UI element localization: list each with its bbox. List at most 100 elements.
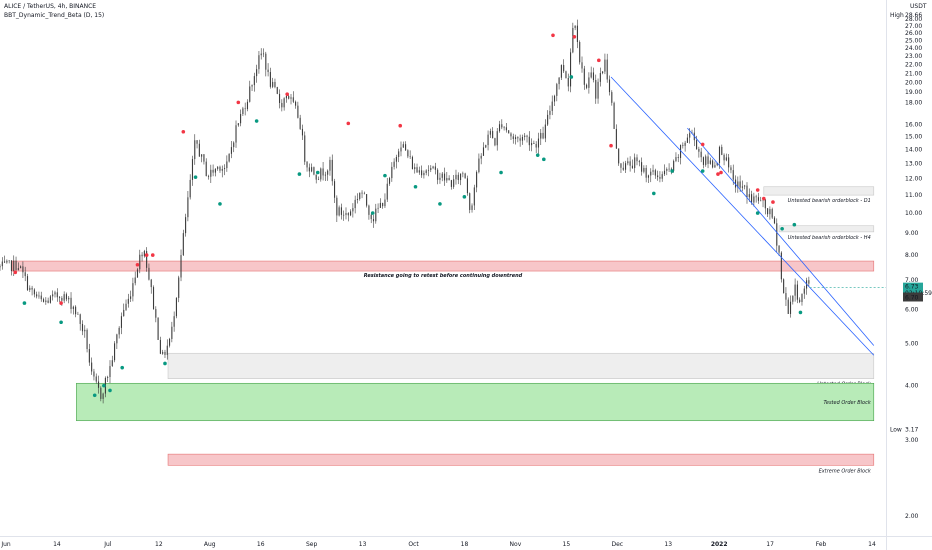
time-tick-label: 13 [664,541,672,548]
candle-body [657,175,659,178]
bear-signal-marker [346,121,351,126]
bull-signal-marker [22,301,27,305]
candle-body [803,288,805,294]
candle-body [556,84,558,96]
candle-body [407,150,409,157]
candle-body [434,166,436,170]
candle-body [478,158,480,173]
candle-body [718,146,721,164]
zone-3[interactable] [167,352,875,379]
candle-body [631,165,633,169]
candle-body [446,178,448,181]
secondary-price-tag[interactable] [903,292,923,302]
candle-body [421,170,423,176]
candle-body [130,296,132,299]
bull-signal-marker [569,75,574,79]
candle-body [63,294,65,301]
candle-body [741,186,743,188]
bear-signal-marker [150,253,155,257]
candle-body [182,233,184,256]
candle-body [175,297,177,317]
candle-body [801,293,803,303]
high-tag: High [890,12,904,19]
candle-body [29,287,31,290]
zone-0[interactable] [11,260,875,272]
candle-body [744,185,746,187]
candle-body [146,251,148,268]
candle-body [524,135,526,137]
candle-body [760,200,762,202]
candle-body [56,292,58,298]
bear-signal-marker [144,253,149,257]
candle-body [652,170,654,172]
candle-body [42,299,45,302]
candle-body [297,105,299,118]
candle-body [457,174,459,181]
zone-label-4: Tested Order Block [823,400,871,406]
candle-body [251,85,253,87]
symbol-title[interactable]: ALICE / TetherUS, 4h, BINANCE [4,3,97,10]
candle-body [333,181,336,198]
zone-1[interactable] [763,186,875,196]
price-tick-label: 8.00 [905,252,919,259]
candle-body [372,219,375,222]
candle-body [281,102,283,108]
bull-signal-marker [120,365,125,370]
bull-signal-marker [792,222,797,227]
candle-body [68,297,70,300]
bear-signal-marker [716,172,720,176]
candle-body [100,387,102,399]
candle-body [677,157,679,158]
candle-body [794,284,796,296]
candle-body [787,299,789,314]
candle-body [343,214,345,216]
candle-body [418,170,420,173]
candle-body [164,351,166,355]
candle-body [306,161,308,168]
price-tick-label: 2.00 [905,513,919,520]
candle-body [91,362,93,372]
candle-body [361,192,363,194]
candle-body [647,175,650,178]
candle-body [84,329,86,332]
candle-body [544,124,546,139]
candle-body [366,194,368,206]
trendline-1[interactable] [687,127,875,346]
candle-body [370,214,372,220]
candle-body [643,167,645,172]
candle-body [217,166,219,169]
candle-body [249,86,251,102]
candle-body [148,267,150,280]
indicator-title[interactable]: BBT_Dynamic_Trend_Beta (D, 15) [4,12,105,19]
candle-body [581,62,583,69]
candle-body [375,208,377,222]
candle-body [771,209,773,218]
candle-body [528,136,530,146]
bull-signal-marker [499,170,503,175]
bear-signal-marker [755,188,760,192]
candle-body [221,168,223,171]
trendline-0[interactable] [610,76,875,356]
candle-body [473,187,475,206]
price-tick-label: 19.00 [905,89,922,96]
candle-body [753,196,755,203]
zone-4[interactable] [76,382,875,422]
candle-body [359,192,361,199]
candle-body [510,133,512,137]
candle-body [388,178,391,184]
candle-body [285,96,287,99]
candle-body [8,260,10,262]
candle-body [778,245,780,253]
candle-body [313,167,315,175]
candle-body [618,148,620,164]
zone-2[interactable] [778,225,875,233]
candle-body [15,260,17,271]
candle-body [132,283,134,297]
zone-5[interactable] [167,453,875,466]
bull-signal-marker [535,153,540,157]
candle-body [187,197,189,218]
candle-body [336,197,338,216]
price-tick-label: 5.00 [905,341,919,348]
time-tick-label: Jul [103,541,112,548]
